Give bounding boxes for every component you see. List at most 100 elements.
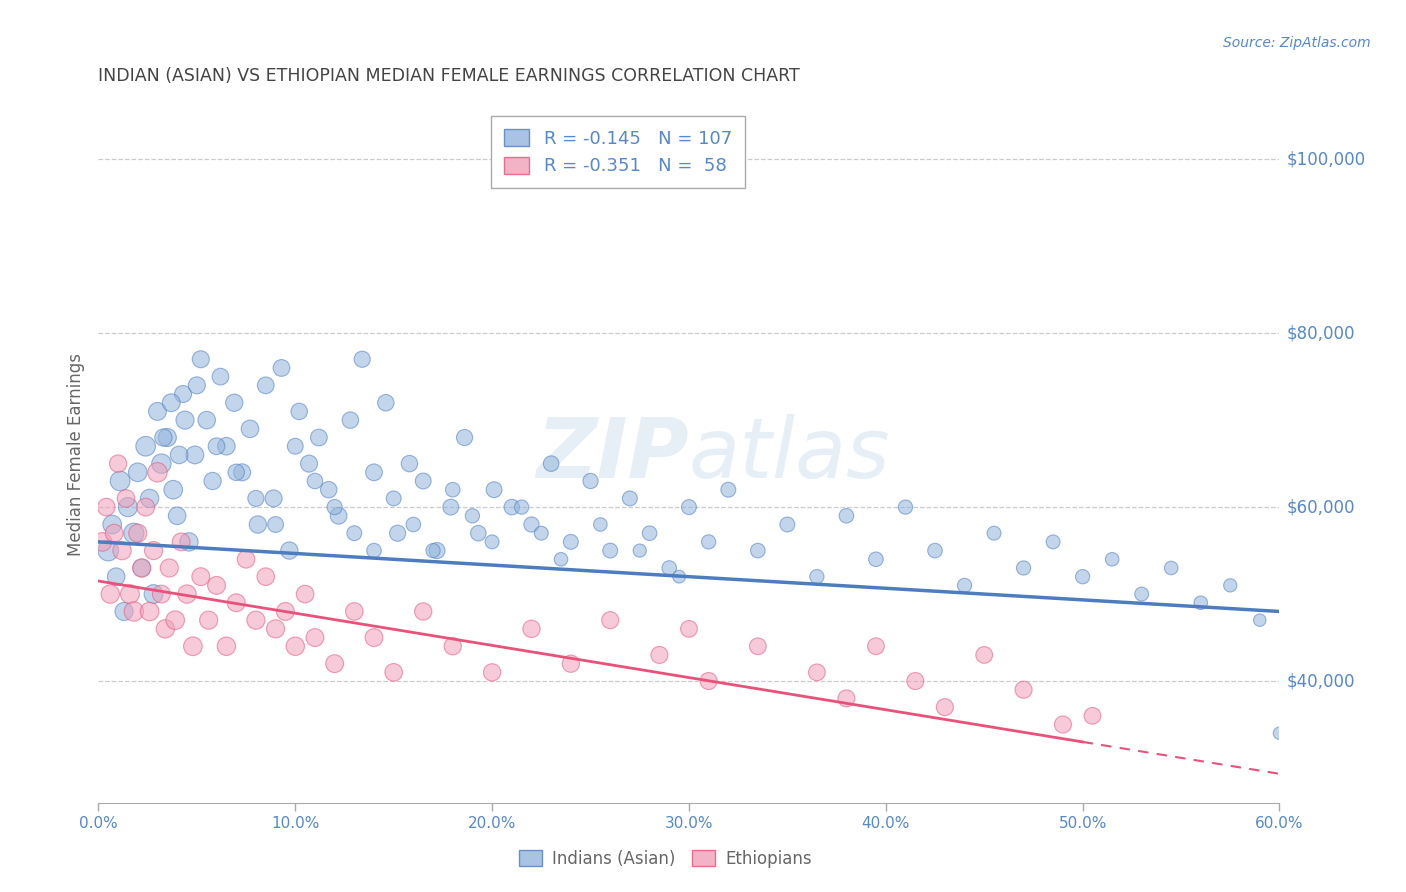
Point — [352, 352, 374, 367]
Point — [323, 657, 346, 671]
Point — [155, 622, 177, 636]
Point — [190, 570, 212, 584]
Point — [599, 613, 621, 627]
Point — [668, 570, 690, 584]
Point — [150, 457, 173, 471]
Point — [101, 517, 124, 532]
Point — [225, 466, 247, 480]
Point — [1012, 682, 1035, 697]
Point — [278, 543, 301, 558]
Point — [520, 622, 543, 636]
Point — [197, 613, 219, 627]
Point — [894, 500, 917, 515]
Point — [131, 561, 153, 575]
Point — [717, 483, 740, 497]
Point — [117, 500, 139, 515]
Point — [453, 431, 475, 445]
Point — [150, 587, 173, 601]
Point — [264, 517, 287, 532]
Text: $80,000: $80,000 — [1286, 324, 1355, 343]
Point — [865, 552, 887, 566]
Point — [170, 535, 193, 549]
Point — [776, 517, 799, 532]
Point — [835, 691, 858, 706]
Point — [105, 570, 128, 584]
Point — [142, 587, 165, 601]
Point — [177, 535, 200, 549]
Point — [343, 526, 366, 541]
Point — [127, 466, 149, 480]
Point — [274, 605, 297, 619]
Point — [157, 561, 180, 575]
Point — [118, 587, 141, 601]
Point — [294, 587, 316, 601]
Point — [190, 352, 212, 367]
Point — [520, 517, 543, 532]
Point — [195, 413, 218, 427]
Point — [560, 657, 582, 671]
Point — [308, 431, 330, 445]
Point — [224, 396, 246, 410]
Point — [924, 543, 946, 558]
Point — [363, 631, 385, 645]
Text: $60,000: $60,000 — [1286, 498, 1355, 516]
Text: Source: ZipAtlas.com: Source: ZipAtlas.com — [1223, 36, 1371, 50]
Point — [619, 491, 641, 506]
Point — [167, 448, 190, 462]
Point — [162, 483, 184, 497]
Point — [835, 508, 858, 523]
Point — [264, 622, 287, 636]
Point — [1219, 578, 1241, 592]
Point — [697, 674, 720, 689]
Point — [122, 605, 145, 619]
Point — [628, 543, 651, 558]
Point — [245, 613, 267, 627]
Point — [176, 587, 198, 601]
Point — [323, 500, 346, 515]
Point — [239, 422, 262, 436]
Point — [1071, 570, 1094, 584]
Point — [127, 526, 149, 541]
Point — [146, 466, 169, 480]
Point — [1130, 587, 1153, 601]
Point — [1160, 561, 1182, 575]
Legend: Indians (Asian), Ethiopians: Indians (Asian), Ethiopians — [512, 843, 818, 874]
Point — [806, 665, 828, 680]
Point — [747, 543, 769, 558]
Point — [1052, 717, 1074, 731]
Point — [904, 674, 927, 689]
Point — [107, 457, 129, 471]
Point — [382, 665, 405, 680]
Point — [983, 526, 1005, 541]
Point — [343, 605, 366, 619]
Point — [284, 639, 307, 653]
Point — [165, 613, 187, 627]
Point — [156, 431, 179, 445]
Point — [1042, 535, 1064, 549]
Point — [284, 439, 307, 453]
Point — [91, 535, 114, 549]
Point — [184, 448, 207, 462]
Point — [398, 457, 420, 471]
Point — [225, 596, 247, 610]
Point — [174, 413, 197, 427]
Point — [115, 491, 138, 506]
Point — [363, 466, 385, 480]
Point — [181, 639, 204, 653]
Point — [638, 526, 661, 541]
Point — [678, 622, 700, 636]
Point — [382, 491, 405, 506]
Point — [160, 396, 183, 410]
Point — [550, 552, 572, 566]
Point — [482, 483, 505, 497]
Point — [215, 639, 238, 653]
Point — [98, 587, 121, 601]
Point — [441, 483, 464, 497]
Text: ZIP: ZIP — [536, 415, 689, 495]
Point — [387, 526, 409, 541]
Point — [806, 570, 828, 584]
Point — [103, 526, 125, 541]
Point — [481, 535, 503, 549]
Point — [142, 543, 165, 558]
Point — [697, 535, 720, 549]
